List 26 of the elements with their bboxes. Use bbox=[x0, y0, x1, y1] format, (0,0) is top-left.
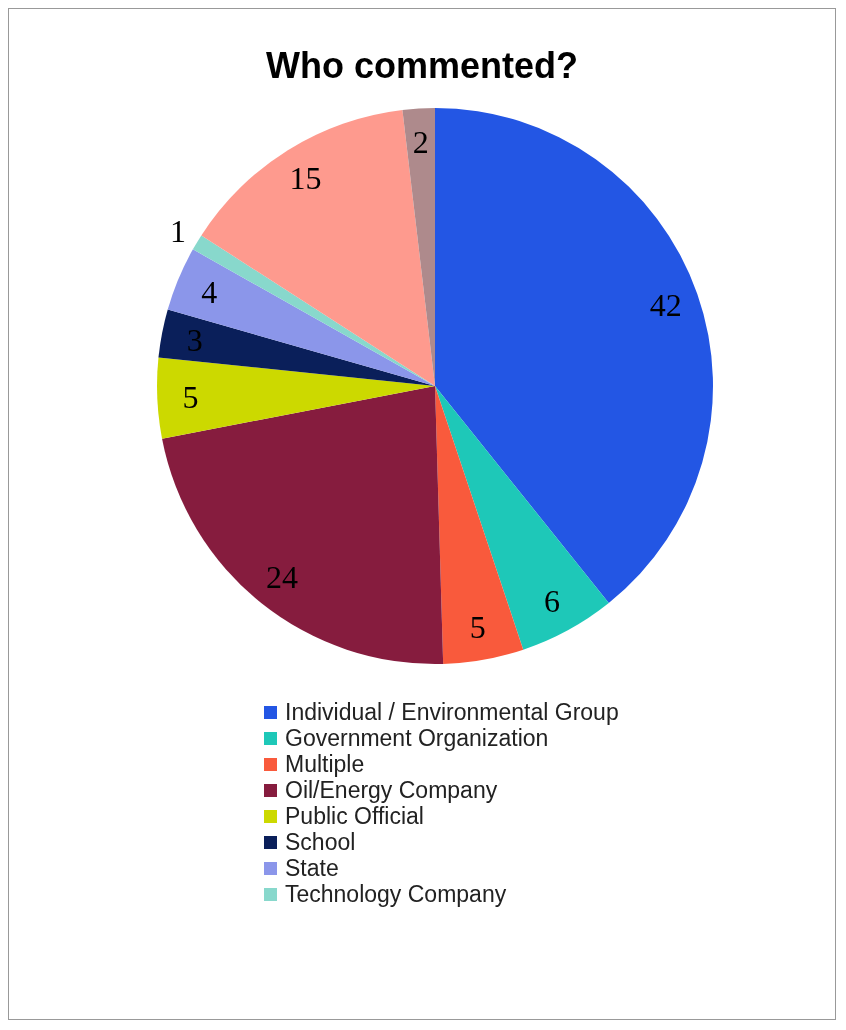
data-label: 1 bbox=[169, 212, 186, 249]
legend-label: Multiple bbox=[285, 750, 365, 778]
pie-slice bbox=[158, 309, 435, 386]
data-label: 6 bbox=[544, 582, 561, 619]
data-label: 5 bbox=[469, 608, 486, 645]
legend-label: Government Organization bbox=[285, 724, 549, 752]
legend-label: School bbox=[285, 828, 356, 856]
legend-label: Oil/Energy Company bbox=[285, 776, 498, 804]
pie-slice bbox=[201, 109, 435, 386]
legend-label: Public Official bbox=[285, 802, 424, 830]
chart-title: Who commented? bbox=[265, 45, 579, 88]
pie-slice bbox=[167, 249, 435, 386]
legend-label: State bbox=[285, 854, 339, 882]
pie-slice bbox=[162, 386, 444, 664]
data-label: 4 bbox=[201, 273, 218, 310]
pie-slice bbox=[435, 386, 609, 650]
legend-label: Technology Company bbox=[285, 880, 507, 908]
data-label: 5 bbox=[182, 378, 199, 415]
data-label: 15 bbox=[289, 160, 322, 197]
data-label: 3 bbox=[186, 321, 203, 358]
data-label: 24 bbox=[266, 558, 299, 595]
pie-slice bbox=[157, 357, 435, 439]
legend-label: Individual / Environmental Group bbox=[285, 698, 619, 726]
data-label: 42 bbox=[649, 286, 682, 323]
pie-slice bbox=[435, 386, 524, 664]
data-label: 2 bbox=[412, 123, 429, 160]
